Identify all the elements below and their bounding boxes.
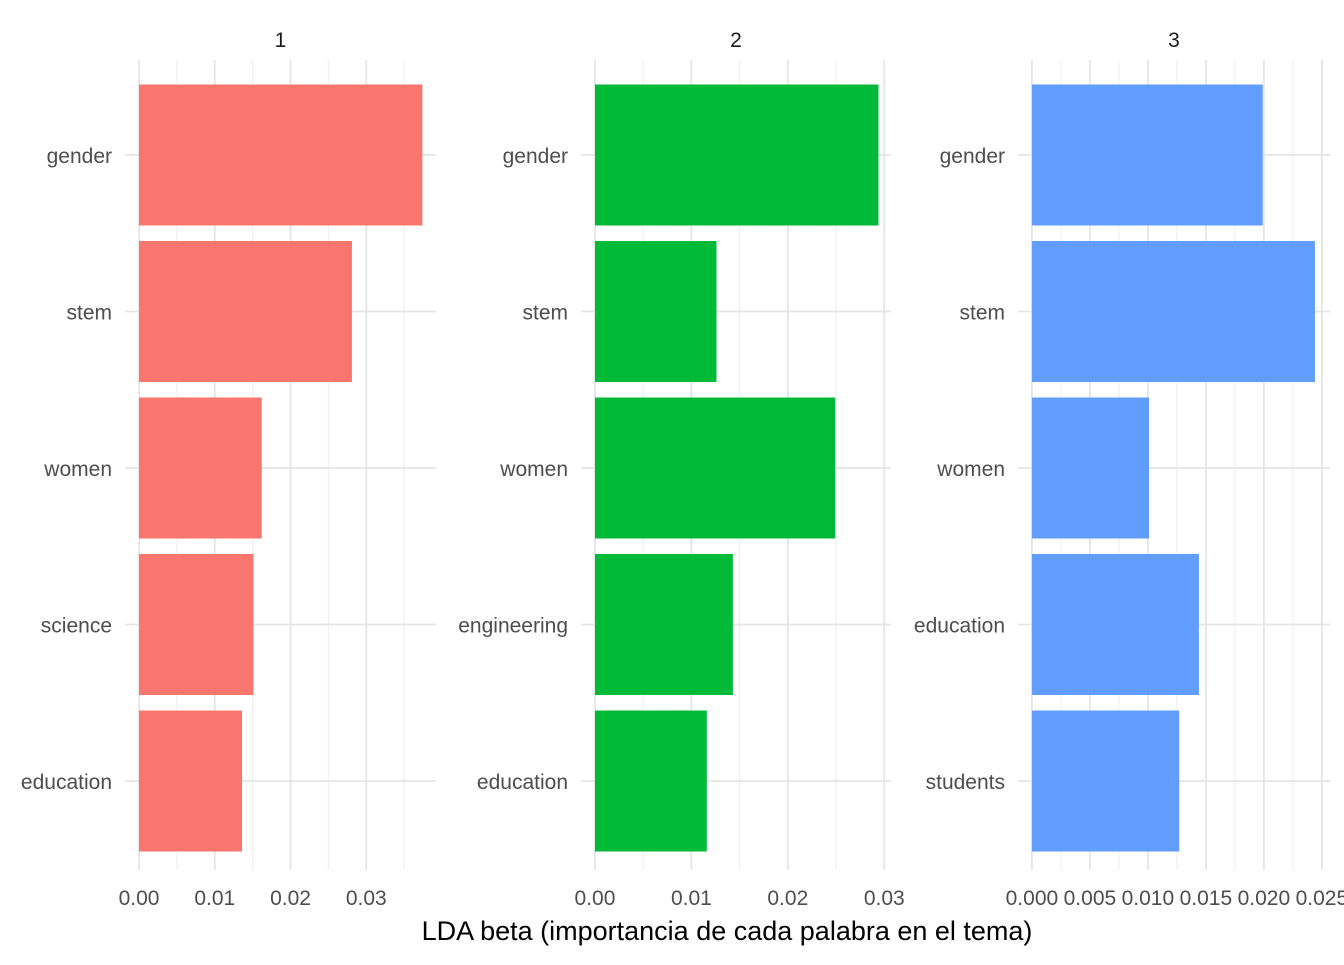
x-tick-label: 0.000	[1006, 887, 1059, 910]
bar-engineering	[594, 554, 733, 695]
y-tick-label: education	[21, 771, 112, 794]
panel-title: 2	[730, 29, 742, 52]
y-tick-label: women	[43, 458, 112, 481]
bar-women	[594, 397, 836, 539]
y-tick-label: science	[41, 615, 112, 638]
x-tick-label: 0.010	[1122, 887, 1175, 910]
panel-3: 0.000 0.005 0.010 0.015 0.020 0.025 gender stem…	[914, 29, 1344, 910]
x-tick-label: 0.02	[767, 887, 808, 910]
y-tick-label: students	[926, 771, 1005, 794]
x-tick-label: 0.03	[346, 887, 387, 910]
y-tick-label: women	[936, 458, 1005, 481]
bar-stem	[139, 241, 352, 382]
bar-science	[139, 554, 254, 695]
bar-gender	[1031, 84, 1263, 226]
bar-gender	[594, 84, 879, 226]
y-tick-label: stem	[959, 302, 1005, 325]
x-axis-title: LDA beta (importancia de cada palabra en…	[422, 916, 1033, 946]
x-tick-label: 0.005	[1064, 887, 1117, 910]
y-tick-label: engineering	[458, 615, 568, 638]
bar-women	[1031, 397, 1150, 539]
bar-education	[594, 710, 707, 852]
x-tick-label: 0.02	[270, 887, 311, 910]
x-tick-label: 0.015	[1180, 887, 1233, 910]
x-tick-label: 0.03	[864, 887, 905, 910]
x-tick-label: 0.00	[119, 887, 160, 910]
y-tick-label: women	[499, 458, 568, 481]
bar-education	[1031, 554, 1199, 695]
y-tick-label: stem	[522, 302, 568, 325]
panel-1: 0.00 0.01 0.02 0.03 gender stem women science ed…	[21, 29, 436, 910]
y-tick-label: gender	[47, 145, 112, 168]
y-tick-label: education	[914, 615, 1005, 638]
panel-title: 3	[1168, 29, 1180, 52]
x-tick-label: 0.025	[1296, 887, 1344, 910]
x-tick-label: 0.020	[1238, 887, 1291, 910]
x-tick-label: 0.01	[194, 887, 235, 910]
bar-stem	[594, 241, 717, 382]
x-tick-label: 0.01	[671, 887, 712, 910]
bar-women	[139, 397, 262, 539]
x-tick-label: 0.00	[575, 887, 616, 910]
panel-2: 0.00 0.01 0.02 0.03 gender stem women engineeri…	[458, 29, 904, 910]
bar-stem	[1031, 241, 1315, 382]
y-tick-label: gender	[503, 145, 568, 168]
panel-title: 1	[275, 29, 287, 52]
bar-gender	[139, 84, 423, 226]
y-tick-label: gender	[940, 145, 1005, 168]
bar-students	[1031, 710, 1180, 852]
bar-education	[139, 710, 243, 852]
y-tick-label: education	[477, 771, 568, 794]
y-tick-label: stem	[66, 302, 112, 325]
